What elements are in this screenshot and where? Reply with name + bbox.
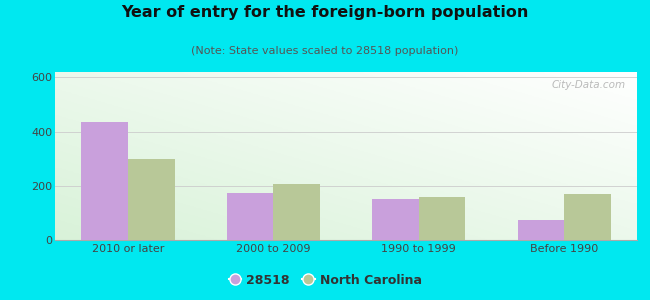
Text: (Note: State values scaled to 28518 population): (Note: State values scaled to 28518 popu… [191,46,459,56]
Bar [227,193,274,240]
Bar [372,199,419,240]
Bar [274,184,320,240]
Bar [81,122,128,240]
Text: City-Data.com: City-Data.com [551,80,625,90]
Bar [518,220,564,240]
Legend: 28518, North Carolina: 28518, North Carolina [224,269,426,292]
Bar [419,196,465,240]
Text: Year of entry for the foreign-born population: Year of entry for the foreign-born popul… [122,4,528,20]
Bar [128,159,174,240]
Bar [564,194,611,240]
